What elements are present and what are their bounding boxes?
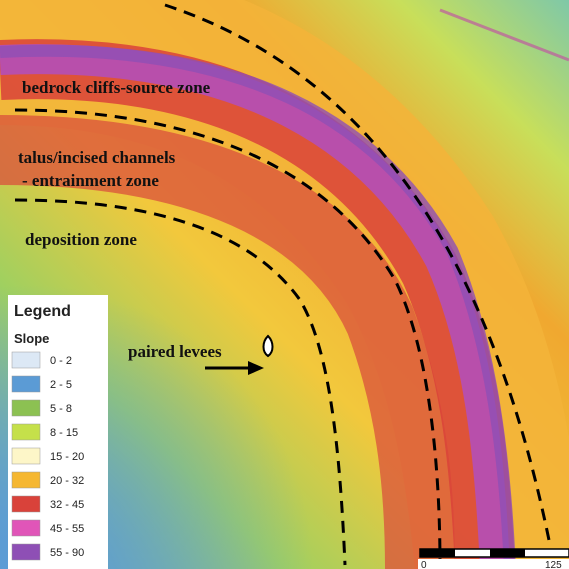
scale-bar: 0 125 [418, 549, 569, 569]
legend-swatch [12, 448, 40, 464]
legend-swatch [12, 544, 40, 560]
zone-label: deposition zone [25, 230, 137, 249]
legend-label: 32 - 45 [50, 499, 84, 511]
legend-label: 0 - 2 [50, 355, 72, 367]
legend: Legend Slope 0 - 2 2 - 5 5 - 8 8 - 15 15 - 2… [8, 295, 108, 569]
legend-swatch [12, 496, 40, 512]
page: bedrock cliffs-source zone talus/incised… [0, 0, 569, 569]
legend-title: Legend [14, 303, 71, 320]
legend-swatch [12, 376, 40, 392]
zone-label: bedrock cliffs-source zone [22, 78, 211, 97]
feature-label: paired levees [128, 342, 222, 361]
legend-label: 15 - 20 [50, 451, 84, 463]
legend-label: 8 - 15 [50, 427, 78, 439]
legend-subtitle: Slope [14, 331, 49, 346]
legend-swatch [12, 472, 40, 488]
map: bedrock cliffs-source zone talus/incised… [0, 0, 569, 569]
scale-label: 0 [421, 560, 427, 569]
legend-label: 2 - 5 [50, 379, 72, 391]
legend-swatch [12, 424, 40, 440]
legend-swatch [12, 352, 40, 368]
legend-label: 20 - 32 [50, 475, 84, 487]
legend-label: 5 - 8 [50, 403, 72, 415]
legend-label: 55 - 90 [50, 547, 84, 559]
zone-label: talus/incised channels [18, 148, 176, 167]
scale-label: 125 [545, 560, 562, 569]
legend-label: 45 - 55 [50, 523, 84, 535]
zone-label: - entrainment zone [22, 171, 159, 190]
legend-swatch [12, 520, 40, 536]
legend-swatch [12, 400, 40, 416]
